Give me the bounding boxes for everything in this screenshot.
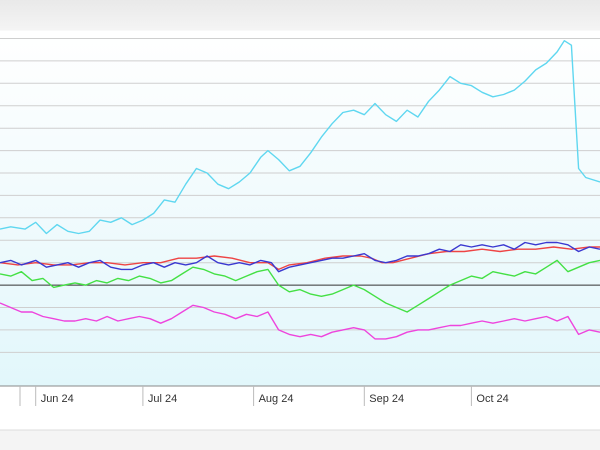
series-layer	[0, 40, 600, 340]
series-line-3	[0, 259, 600, 313]
series-line-0	[0, 40, 600, 235]
x-axis-ticks: Jun 24 Jul 24 Aug 24 Sep 24 Oct 24	[19, 386, 509, 406]
plot-area	[0, 34, 600, 386]
gridlines	[0, 38, 600, 353]
series-line-4	[0, 302, 600, 340]
x-tick-label-3: Sep 24	[369, 393, 404, 405]
x-tick-label-1: Jul 24	[148, 393, 177, 405]
scrollbar-track[interactable]	[0, 430, 600, 450]
series-line-2	[0, 241, 600, 273]
x-tick-label-2: Aug 24	[259, 393, 294, 405]
x-tick-label-4: Oct 24	[476, 393, 508, 405]
x-tick-label-0: Jun 24	[41, 393, 74, 405]
series-line-1	[0, 246, 600, 271]
